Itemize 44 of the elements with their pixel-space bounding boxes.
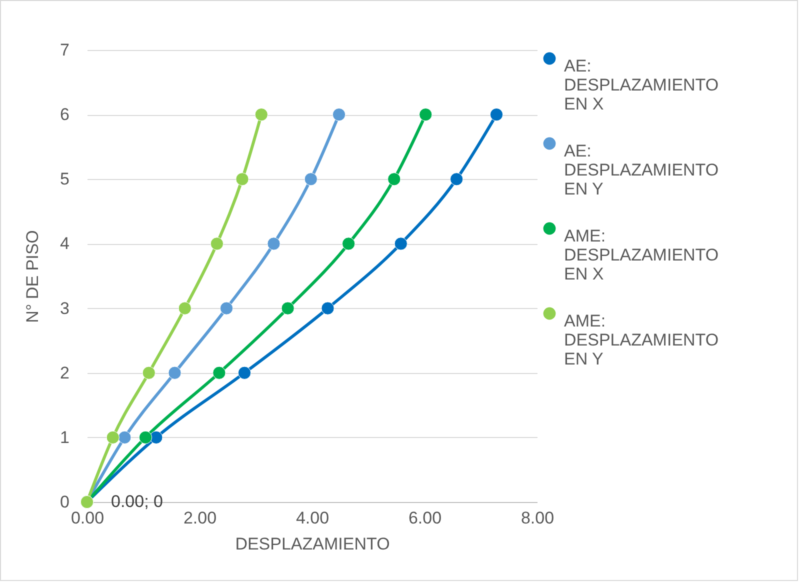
point [342,237,356,250]
x-tick-label: 8.00 [520,508,554,528]
y-tick-label: 1 [60,428,70,447]
point [332,108,346,122]
x-axis-title: DESPLAZAMIENTO [235,534,390,554]
point [210,237,224,250]
point [138,430,152,444]
x-tick-label: 0.00 [70,508,104,528]
point [212,366,226,380]
y-tick-label: 5 [60,170,70,189]
point [178,302,192,315]
y-tick-label: 6 [60,105,70,124]
point [168,366,182,380]
y-tick-label: 0 [60,492,70,512]
point [388,172,401,186]
point [450,172,464,186]
x-tick-label: 4.00 [296,508,330,528]
point [321,302,334,315]
y-tick-label: 2 [60,363,70,382]
point [267,237,280,250]
point [150,430,163,444]
point [394,237,408,250]
legend-label: AE: DESPLAZAMIENTO EN X [564,56,719,114]
y-tick-label: 4 [60,234,70,254]
point [490,108,504,122]
point [304,172,318,186]
legend-label: AME: DESPLAZAMIENTO EN Y [564,312,719,368]
x-tick-label: 2.00 [183,508,217,528]
point [238,366,252,380]
point [106,430,120,444]
annotation: 0.00; 0 [111,492,163,511]
y-tick-label: 7 [60,40,70,60]
point [142,366,156,380]
x-tick-label: 6.00 [408,508,442,528]
point [220,302,234,315]
y-tick-label: 3 [60,298,70,318]
point [254,108,268,122]
point [236,172,249,186]
legend-label: AE: DESPLAZAMIENTO EN Y [564,142,719,198]
y-axis-title: N° DE PISO [23,230,42,323]
point [281,302,294,315]
legend-label: AME: DESPLAZAMIENTO EN X [564,226,719,284]
point [419,108,432,122]
point [118,430,132,444]
